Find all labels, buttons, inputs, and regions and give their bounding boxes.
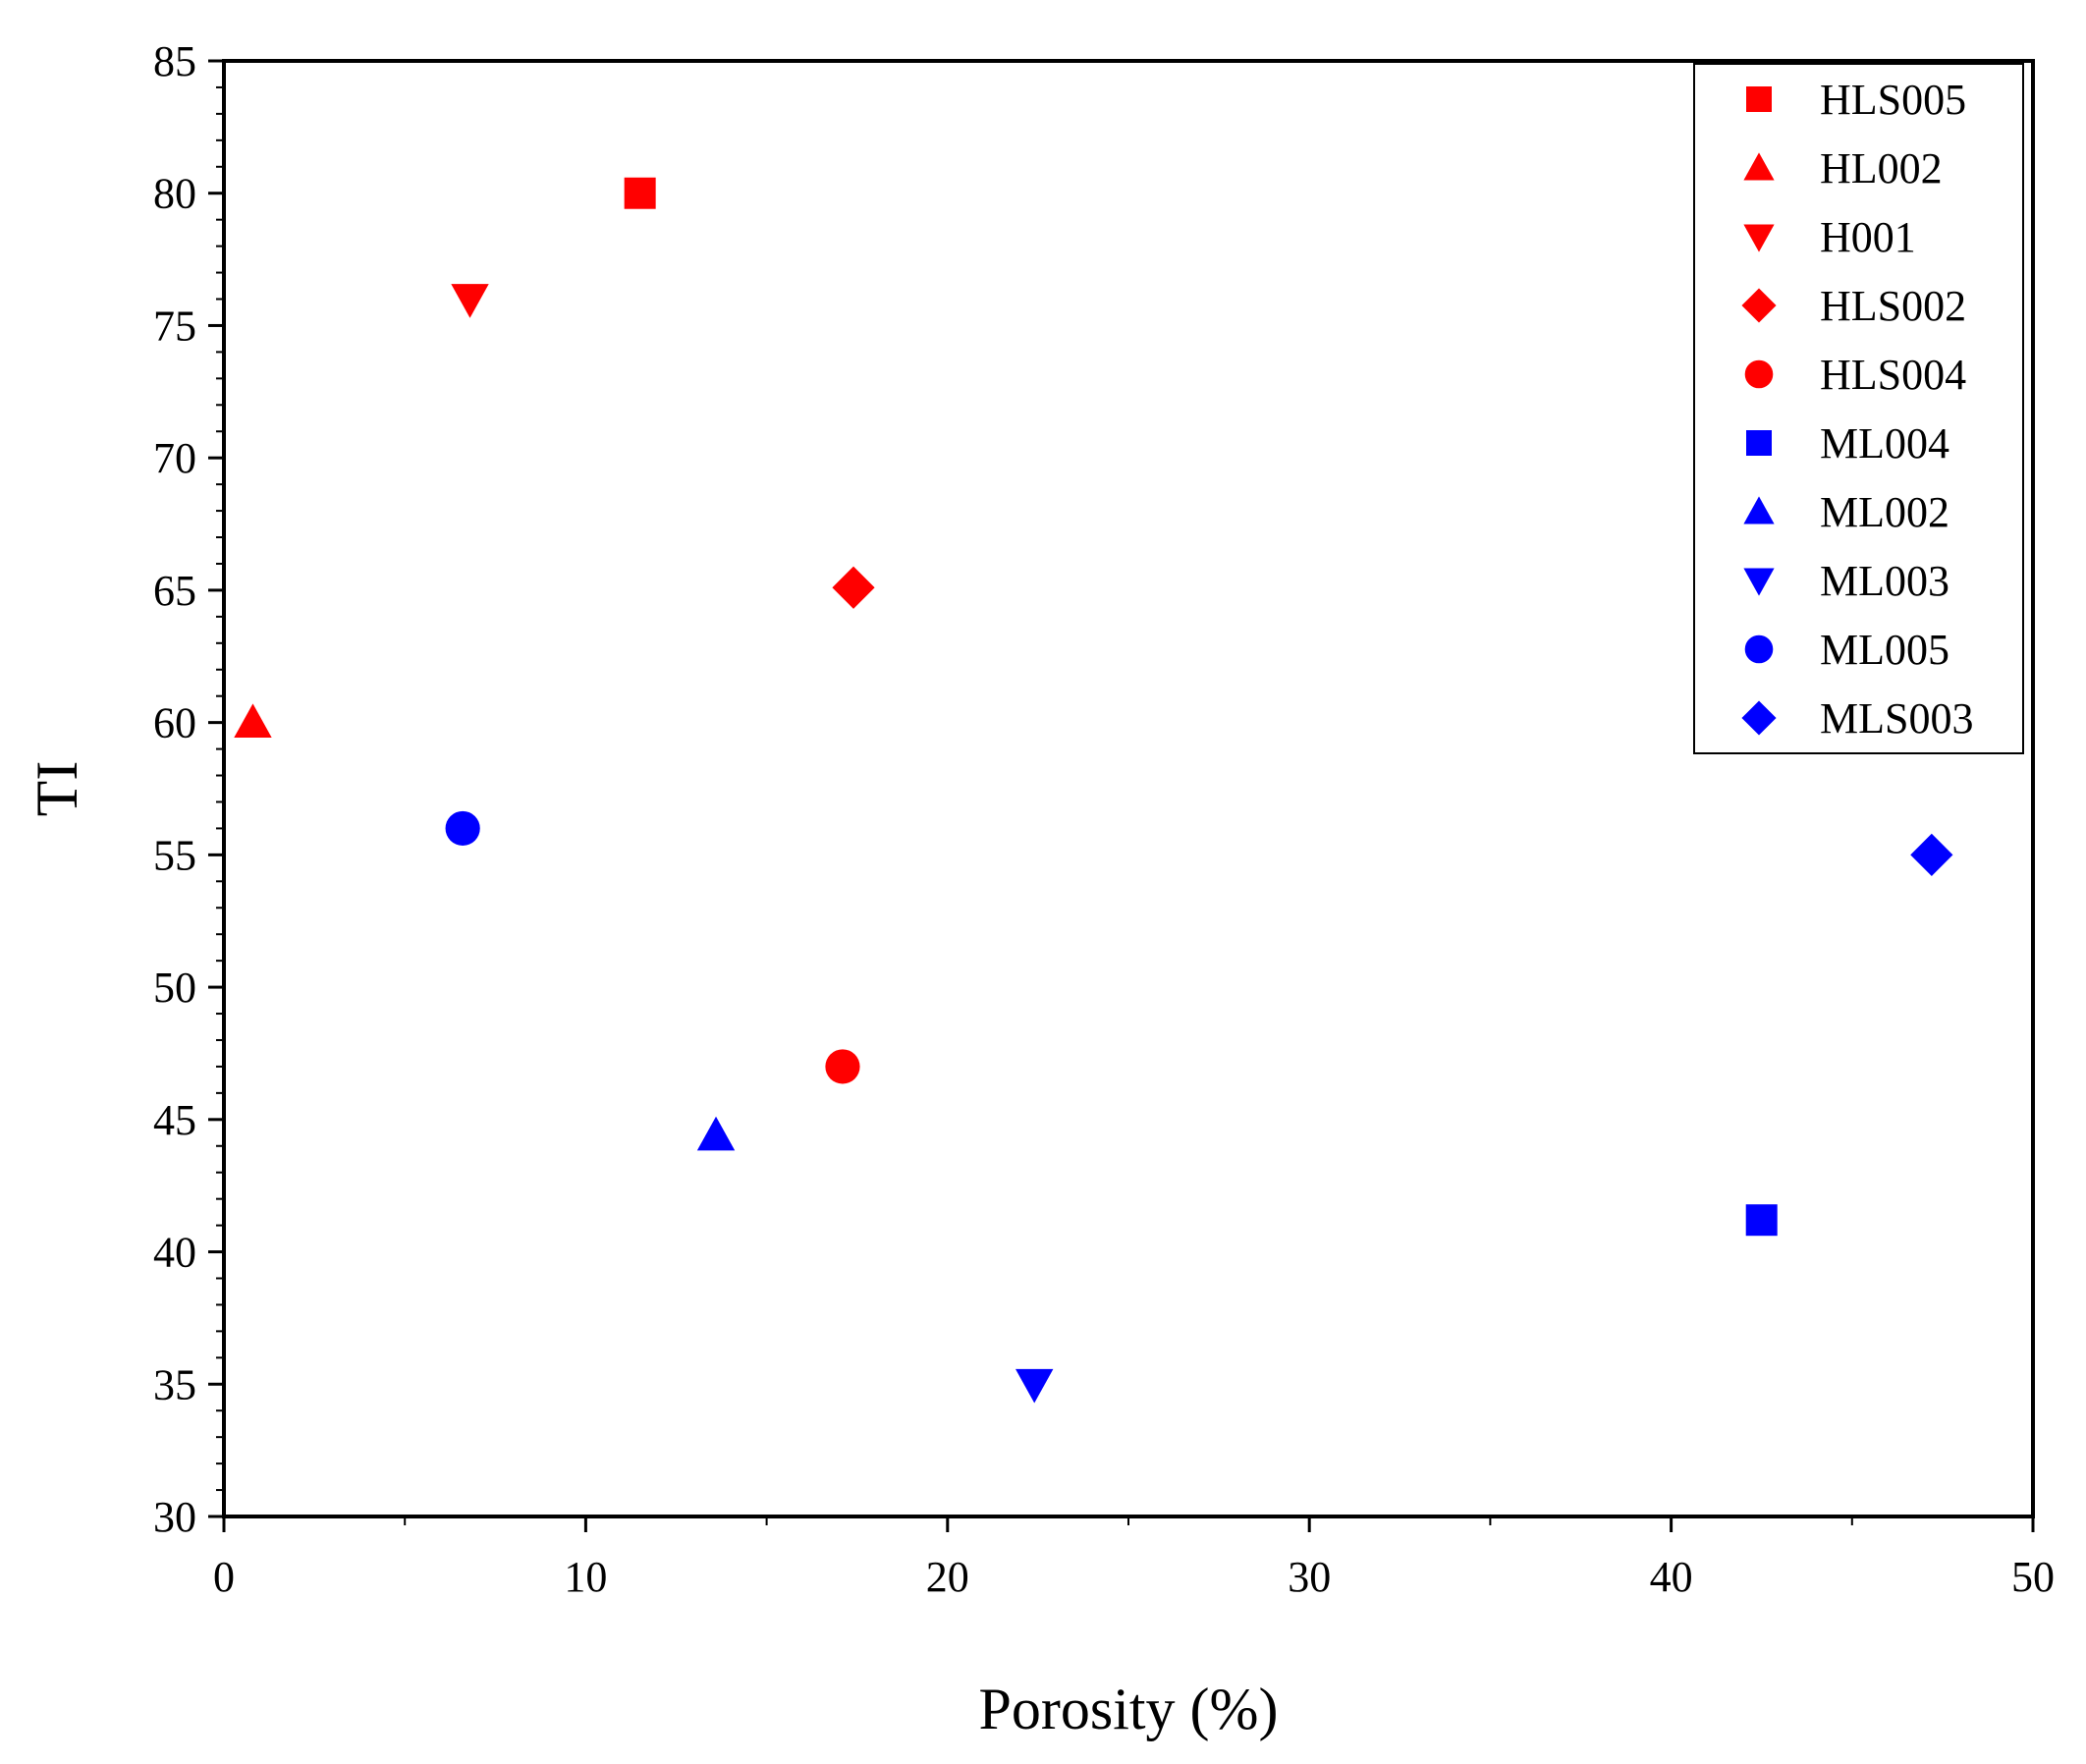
y-tick-label: 40 xyxy=(153,1229,196,1277)
legend-label-ml005: ML005 xyxy=(1820,626,1949,674)
y-axis-ticks: 30 35 40 45 50 55 60 65 70 75 80 85 xyxy=(153,37,224,1541)
legend-marker-ml005 xyxy=(1744,634,1774,664)
x-axis-title: Porosity (%) xyxy=(979,1677,1279,1741)
legend-label-mls003: MLS003 xyxy=(1820,694,1973,743)
x-tick-label: 30 xyxy=(1288,1553,1331,1601)
legend-label-hls004: HLS004 xyxy=(1820,351,1966,399)
y-tick-label: 65 xyxy=(153,567,196,615)
x-tick-label: 10 xyxy=(564,1553,607,1601)
y-tick-label: 60 xyxy=(153,699,196,747)
point-ml002 xyxy=(696,1116,736,1151)
legend-label-ml002: ML002 xyxy=(1820,488,1949,536)
legend-marker-h001 xyxy=(1743,224,1775,252)
data-points xyxy=(234,177,1953,1404)
point-hls004 xyxy=(825,1049,860,1084)
y-tick-label: 80 xyxy=(153,170,196,218)
y-tick-label: 30 xyxy=(153,1493,196,1541)
y-tick-label: 35 xyxy=(153,1360,196,1408)
y-tick-label: 70 xyxy=(153,434,196,482)
point-ml003 xyxy=(1016,1368,1054,1404)
point-hls002 xyxy=(832,566,875,609)
y-tick-label: 50 xyxy=(153,964,196,1012)
legend-marker-hls002 xyxy=(1741,288,1777,323)
x-tick-label: 50 xyxy=(2011,1553,2055,1601)
legend-marker-hls005 xyxy=(1746,86,1772,112)
legend: HLS005 HL002 H001 HLS002 HLS004 ML004 ML002 ML0… xyxy=(1693,63,2024,754)
legend-marker-ml003 xyxy=(1743,568,1775,596)
legend-label-h001: H001 xyxy=(1820,213,1916,261)
legend-label-ml003: ML003 xyxy=(1820,557,1949,605)
y-tick-label: 45 xyxy=(153,1096,196,1144)
plot-area-frame xyxy=(222,59,2035,1518)
point-h001 xyxy=(451,284,489,318)
legend-marker-mls003 xyxy=(1741,700,1777,736)
legend-label-hl002: HL002 xyxy=(1820,144,1943,193)
x-tick-label: 0 xyxy=(213,1553,235,1601)
legend-label-hls005: HLS005 xyxy=(1820,76,1966,124)
legend-label-hls002: HLS002 xyxy=(1820,282,1966,330)
legend-marker-hl002 xyxy=(1743,152,1775,181)
legend-marker-hls004 xyxy=(1744,359,1774,389)
x-tick-label: 20 xyxy=(926,1553,969,1601)
point-mls003 xyxy=(1910,833,1953,876)
x-axis-ticks: 0 10 20 30 40 50 xyxy=(213,1516,2055,1601)
point-hl002 xyxy=(234,703,272,738)
y-axis-title: TI xyxy=(25,761,89,817)
y-tick-label: 75 xyxy=(153,302,196,350)
legend-label-ml004: ML004 xyxy=(1820,419,1949,468)
point-ml004 xyxy=(1745,1204,1778,1237)
legend-marker-ml002 xyxy=(1743,496,1775,524)
y-tick-label: 85 xyxy=(153,37,196,85)
point-hls005 xyxy=(624,177,656,209)
point-ml005 xyxy=(445,810,480,847)
x-tick-label: 40 xyxy=(1650,1553,1693,1601)
legend-marker-ml004 xyxy=(1746,430,1772,456)
y-tick-label: 55 xyxy=(153,831,196,879)
